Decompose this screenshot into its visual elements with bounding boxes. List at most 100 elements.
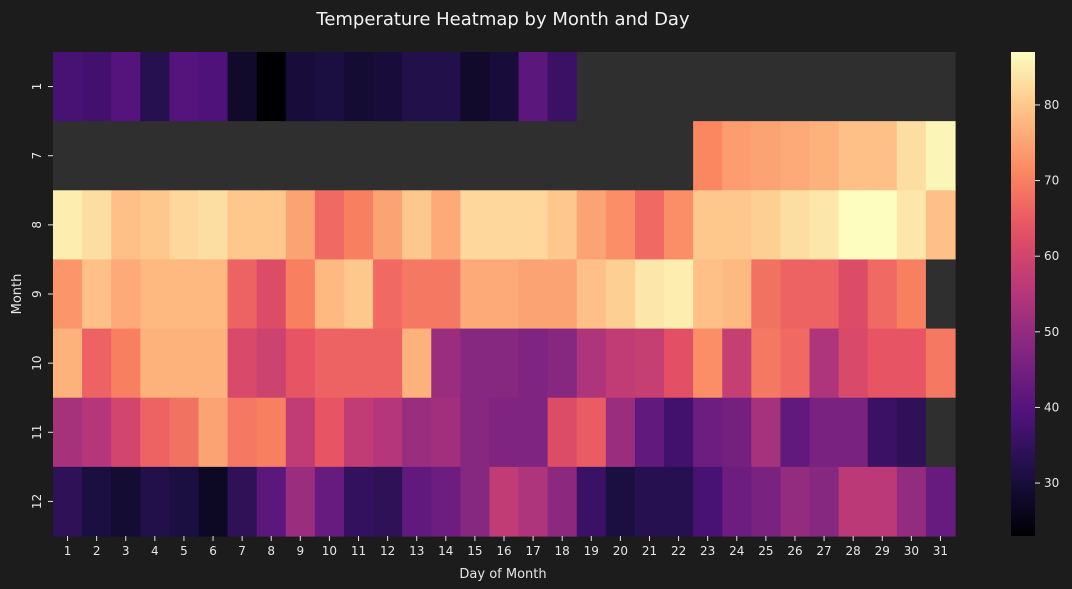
heatmap-cell (169, 190, 200, 261)
heatmap-cell (518, 121, 549, 191)
heatmap-cell (547, 397, 578, 468)
heatmap-cell (314, 190, 345, 261)
heatmap-cells (53, 52, 956, 537)
x-tick-label: 19 (584, 544, 599, 558)
heatmap-cell (140, 52, 170, 122)
heatmap-cell (896, 52, 927, 122)
heatmap-cell (314, 397, 345, 468)
heatmap-cell (605, 259, 636, 330)
heatmap-cell (722, 121, 752, 191)
heatmap-cell (460, 121, 491, 191)
heatmap-cell (547, 190, 578, 261)
heatmap-cell (751, 259, 782, 330)
heatmap-cell (343, 466, 374, 537)
heatmap-cell (111, 328, 141, 399)
x-tick-label: 31 (933, 544, 948, 558)
heatmap-cell (925, 466, 956, 537)
heatmap-cell (576, 466, 607, 537)
heatmap-cell (256, 121, 287, 191)
x-tick-label: 20 (613, 544, 628, 558)
heatmap-cell (343, 259, 374, 330)
heatmap-cell (722, 190, 752, 261)
heatmap-cell (227, 52, 258, 122)
heatmap-cell (809, 121, 840, 191)
x-tick-label: 25 (758, 544, 773, 558)
heatmap-cell (896, 259, 927, 330)
heatmap-cell (664, 52, 694, 122)
heatmap-cell (634, 397, 665, 468)
heatmap-cell (751, 328, 782, 399)
heatmap-cell (693, 328, 723, 399)
heatmap-cell (198, 466, 229, 537)
heatmap-cell (605, 328, 636, 399)
heatmap-cell (664, 466, 694, 537)
heatmap-cell (402, 52, 432, 122)
x-tick-label: 13 (409, 544, 424, 558)
x-tick-label: 24 (729, 544, 744, 558)
heatmap-cell (227, 190, 258, 261)
x-tick-label: 8 (267, 544, 275, 558)
heatmap-cell (198, 397, 229, 468)
y-tick-label: 12 (30, 494, 44, 509)
heatmap-cell (576, 190, 607, 261)
heatmap-cell (285, 190, 316, 261)
heatmap-cell (140, 121, 170, 191)
heatmap-cell (343, 328, 374, 399)
heatmap-cell (780, 328, 811, 399)
heatmap-cell (402, 259, 432, 330)
heatmap-cell (751, 52, 782, 122)
x-tick-label: 14 (438, 544, 453, 558)
heatmap-cell (896, 328, 927, 399)
heatmap-cell (664, 259, 694, 330)
heatmap-cell (489, 328, 520, 399)
heatmap-cell (111, 52, 141, 122)
heatmap-cell (867, 397, 898, 468)
heatmap-cell (82, 190, 112, 261)
x-axis-label: Day of Month (459, 567, 546, 582)
heatmap-cell (809, 259, 840, 330)
heatmap-cell (285, 121, 316, 191)
heatmap-cell (634, 466, 665, 537)
heatmap-cell (664, 121, 694, 191)
x-tick-label: 12 (380, 544, 395, 558)
heatmap-cell (431, 52, 461, 122)
x-tick-label: 28 (846, 544, 861, 558)
x-tick-label: 18 (555, 544, 570, 558)
heatmap-cell (285, 328, 316, 399)
heatmap-cell (634, 328, 665, 399)
x-tick-label: 6 (209, 544, 217, 558)
heatmap-cell (547, 328, 578, 399)
heatmap-cell (227, 121, 258, 191)
heatmap-cell (256, 190, 287, 261)
chart-title: Temperature Heatmap by Month and Day (315, 9, 690, 30)
heatmap-cell (838, 397, 869, 468)
heatmap-cell (198, 52, 229, 122)
heatmap-cell (751, 397, 782, 468)
heatmap-cell (169, 259, 200, 330)
heatmap-cell (605, 121, 636, 191)
x-tick-label: 15 (467, 544, 482, 558)
heatmap-cell (431, 397, 461, 468)
heatmap-cell (605, 52, 636, 122)
colorbar-tick-label: 60 (1044, 249, 1059, 263)
heatmap-cell (925, 259, 956, 330)
heatmap-cell (82, 52, 112, 122)
heatmap-cell (111, 397, 141, 468)
heatmap-cell (460, 328, 491, 399)
heatmap-cell (82, 259, 112, 330)
x-tick-label: 10 (322, 544, 337, 558)
heatmap-cell (547, 259, 578, 330)
heatmap-cell (460, 466, 491, 537)
heatmap-cell (838, 52, 869, 122)
heatmap-cell (809, 397, 840, 468)
heatmap-cell (53, 190, 83, 261)
heatmap-cell (82, 121, 112, 191)
heatmap-cell (140, 259, 170, 330)
x-tick-label: 23 (700, 544, 715, 558)
x-tick-label: 2 (93, 544, 101, 558)
heatmap-cell (867, 466, 898, 537)
colorbar (1011, 52, 1035, 536)
heatmap-cell (314, 328, 345, 399)
heatmap-cell (809, 52, 840, 122)
